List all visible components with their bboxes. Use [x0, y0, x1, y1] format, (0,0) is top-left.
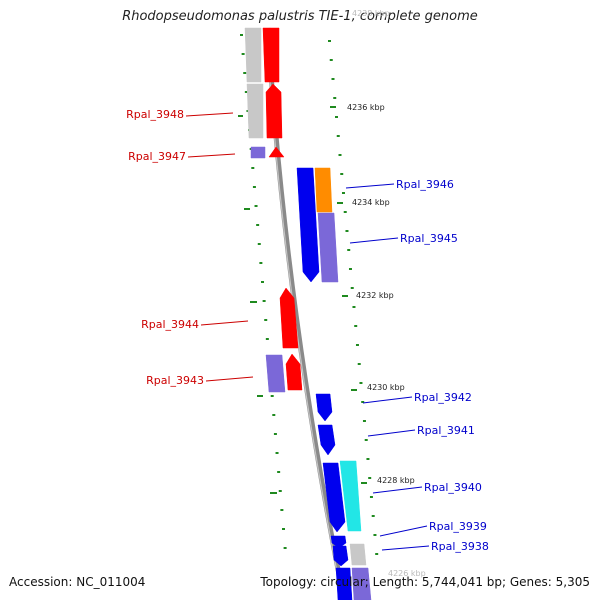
- gene-arrow-red: [285, 353, 303, 391]
- scale-label: 4226 kbp: [388, 569, 426, 578]
- cds-block-purple: [317, 212, 339, 283]
- gene-leader-line: [362, 396, 413, 404]
- gene-arrow-red: [279, 287, 299, 349]
- gene-leader-line: [367, 429, 416, 437]
- gene-label-rpal_3942: Rpal_3942: [414, 391, 472, 404]
- scale-label: 4234 kbp: [352, 198, 390, 207]
- gene-label-rpal_3939: Rpal_3939: [429, 520, 487, 533]
- gene-labels: Rpal_3948 Rpal_3947 Rpal_3946 Rpal_3945 Rpal…: [126, 108, 489, 553]
- cds-block-gray: [349, 543, 367, 566]
- gene-arrow-blue: [332, 545, 349, 567]
- scale-label: 4238 kbp: [352, 9, 390, 18]
- scale-label: 4236 kbp: [347, 103, 385, 112]
- gene-arrow-blue: [330, 535, 347, 549]
- cds-block-purple: [250, 146, 266, 159]
- map-title: Rhodopseudomonas palustris TIE-1, comple…: [122, 9, 478, 24]
- gene-leader-line: [349, 237, 399, 244]
- cds-block-purple: [351, 567, 372, 600]
- gene-leader-line: [381, 545, 430, 551]
- gene-arrow-blue: [315, 393, 333, 422]
- gene-label-rpal_3943: Rpal_3943: [146, 374, 204, 387]
- gene-arrow-red: [268, 146, 285, 158]
- gene-label-rpal_3938: Rpal_3938: [431, 540, 489, 553]
- gene-leader-line: [205, 376, 254, 382]
- gene-leader-line: [345, 183, 395, 189]
- gene-leader-line: [187, 153, 236, 158]
- gene-leader-line: [379, 525, 428, 537]
- feature-block-orange: [314, 167, 333, 213]
- gene-label-rpal_3944: Rpal_3944: [141, 318, 199, 331]
- feature-block-cyan: [339, 460, 362, 532]
- scale-labels: 4238 kbp 4236 kbp 4234 kbp 4232 kbp 4230 kbp…: [347, 9, 426, 578]
- gene-label-rpal_3946: Rpal_3946: [396, 178, 454, 191]
- gene-label-rpal_3941: Rpal_3941: [417, 424, 475, 437]
- gene-arrow-red: [265, 83, 283, 139]
- scale-label: 4232 kbp: [356, 291, 394, 300]
- gene-arrow-blue: [317, 424, 336, 456]
- cds-block-gray: [244, 27, 262, 83]
- gene-arrow-blue: [322, 462, 346, 533]
- feature-blocks: [244, 27, 372, 600]
- gene-arrow-blue: [296, 167, 320, 283]
- gene-label-rpal_3947: Rpal_3947: [128, 150, 186, 163]
- gene-block-blue: [335, 567, 353, 600]
- gene-leader-line: [185, 112, 234, 117]
- scale-label: 4228 kbp: [377, 476, 415, 485]
- gene-leader-line: [200, 320, 249, 326]
- cds-block-purple: [265, 354, 286, 393]
- gene-label-rpal_3948: Rpal_3948: [126, 108, 184, 121]
- topology-text: Topology: circular; Length: 5,744,041 bp…: [260, 575, 590, 589]
- cds-block-gray: [246, 83, 264, 139]
- scale-label: 4230 kbp: [367, 383, 405, 392]
- gene-block-red: [262, 27, 280, 83]
- gene-label-rpal_3945: Rpal_3945: [400, 232, 458, 245]
- accession-text: Accession: NC_011004: [9, 575, 146, 589]
- gene-label-rpal_3940: Rpal_3940: [424, 481, 482, 494]
- gene-leader-line: [372, 486, 423, 494]
